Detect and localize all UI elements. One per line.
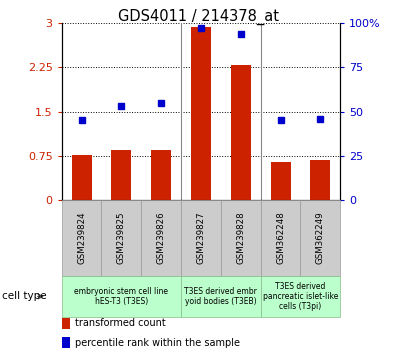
Text: GSM239828: GSM239828: [236, 212, 245, 264]
Text: percentile rank within the sample: percentile rank within the sample: [75, 338, 240, 348]
Bar: [231, 65, 251, 200]
Bar: [310, 160, 330, 200]
Text: GSM239827: GSM239827: [197, 212, 205, 264]
Text: transformed count: transformed count: [75, 318, 166, 328]
Text: GSM239824: GSM239824: [77, 212, 86, 264]
Text: GSM362248: GSM362248: [276, 212, 285, 264]
Text: embryonic stem cell line
hES-T3 (T3ES): embryonic stem cell line hES-T3 (T3ES): [74, 287, 168, 306]
Bar: [271, 162, 291, 200]
Text: GDS4011 / 214378_at: GDS4011 / 214378_at: [119, 9, 279, 25]
Bar: [72, 155, 92, 200]
Bar: [191, 27, 211, 200]
Text: cell type: cell type: [2, 291, 47, 302]
Bar: [111, 150, 131, 200]
Text: GSM362249: GSM362249: [316, 212, 325, 264]
Text: T3ES derived embr
yoid bodies (T3EB): T3ES derived embr yoid bodies (T3EB): [184, 287, 258, 306]
Text: GSM239825: GSM239825: [117, 212, 126, 264]
Text: T3ES derived
pancreatic islet-like
cells (T3pi): T3ES derived pancreatic islet-like cells…: [263, 281, 338, 312]
Bar: [151, 150, 171, 200]
Text: GSM239826: GSM239826: [157, 212, 166, 264]
